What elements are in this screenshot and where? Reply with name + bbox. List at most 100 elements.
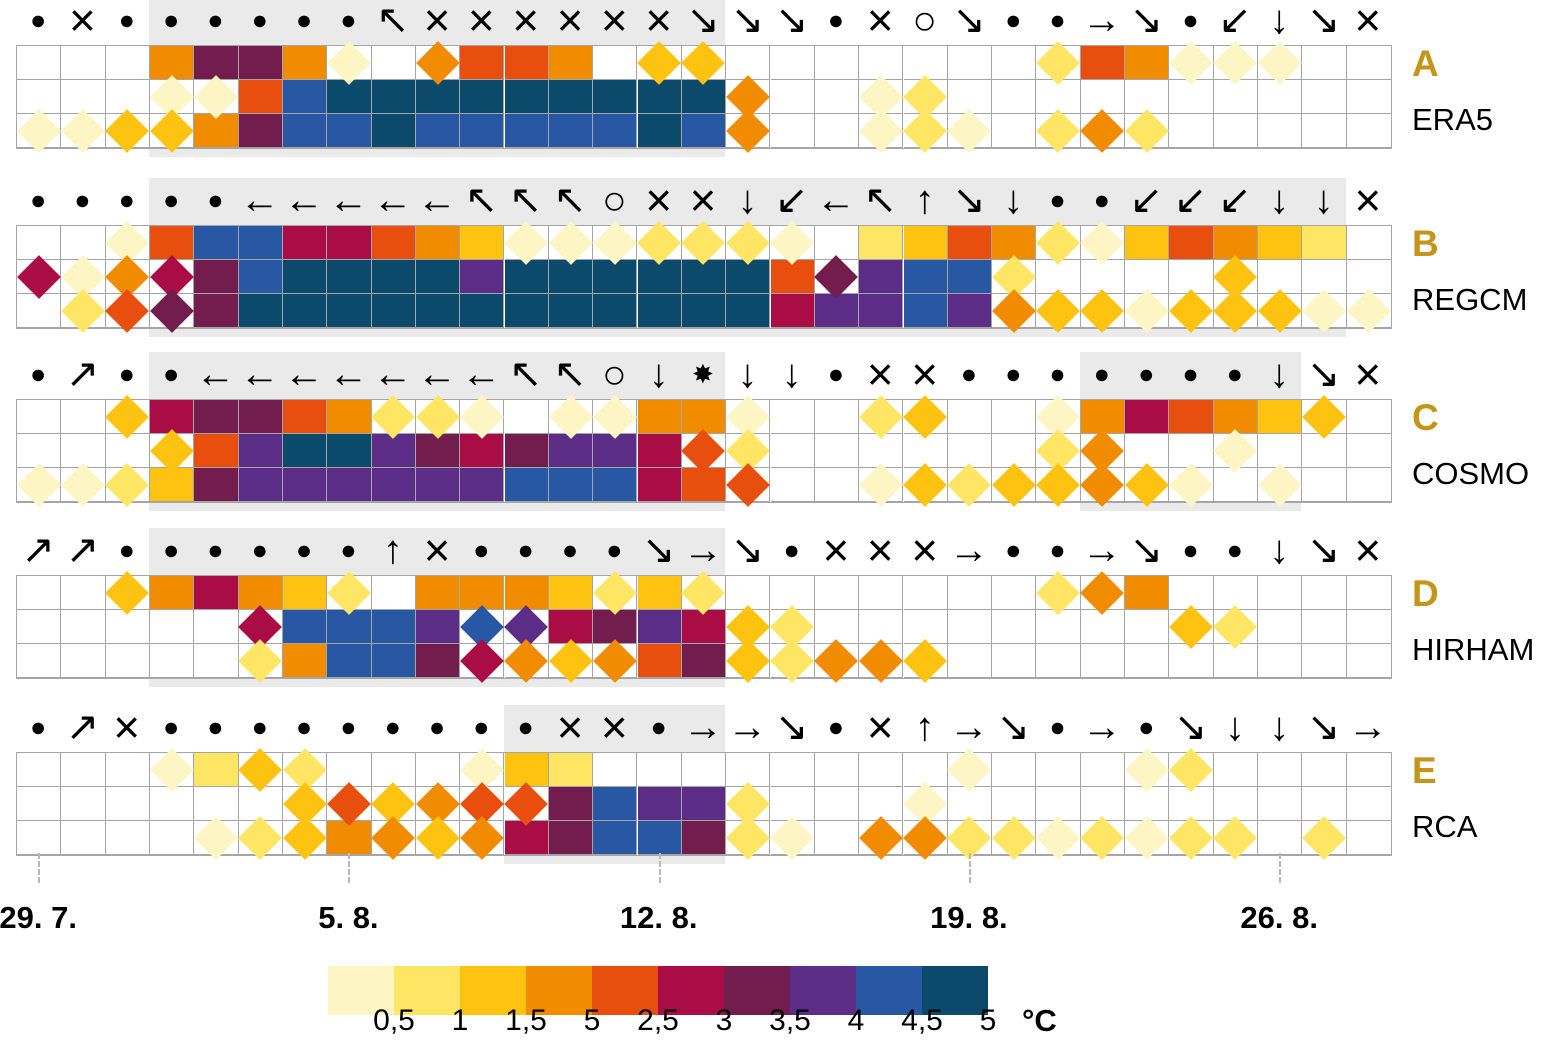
grid-cell-diamond: [858, 108, 904, 153]
grid-cell-empty: [992, 400, 1037, 434]
arrow-nw-symbol: ↖: [464, 178, 499, 222]
grid-cell-empty: [1258, 753, 1303, 787]
diamond-marker: [1124, 108, 1169, 153]
legend-tick-label: 1: [451, 1004, 469, 1037]
grid-cell-diamond: [1169, 40, 1214, 85]
grid-cell-square: [282, 80, 328, 114]
dot-symbol: ●: [162, 534, 180, 565]
legend-swatch: [394, 966, 460, 1015]
x-symbol: ×: [866, 524, 894, 576]
grid-cell-square: [637, 576, 682, 610]
grid-cell-square: [548, 114, 594, 148]
grid-cell-empty: [814, 576, 860, 610]
grid-cell-diamond: [105, 462, 150, 507]
grid-cell-empty: [992, 114, 1037, 148]
diamond-marker: [1124, 815, 1169, 860]
grid-cell-square: [327, 468, 372, 502]
grid-cell-square: [1125, 46, 1170, 80]
grid-cell-diamond: [1036, 462, 1081, 507]
diamond-marker: [282, 815, 327, 860]
arrow-n-symbol: ↑: [914, 178, 935, 222]
diamond-marker: [1080, 462, 1125, 507]
grid-cell-square: [770, 294, 815, 328]
grid-cell-empty: [1258, 80, 1303, 114]
arrow-w-symbol: ←: [328, 352, 369, 396]
arrow-s-symbol: ↓: [737, 178, 758, 222]
circle-symbol: ○: [601, 176, 627, 223]
grid-cell-empty: [1258, 576, 1303, 610]
diamond-marker: [149, 288, 194, 333]
grid-cell-empty: [1213, 787, 1258, 821]
diamond-marker: [1036, 815, 1080, 860]
grid-cell-square: [593, 468, 638, 502]
grid-cell-empty: [61, 610, 106, 644]
diamond-marker: [1302, 815, 1346, 860]
grid-cell-empty: [992, 753, 1037, 787]
arrow-e-symbol: →: [948, 528, 989, 572]
grid-cell-square: [1125, 226, 1170, 260]
grid-cell-empty: [770, 80, 815, 114]
grid-cell-diamond: [681, 220, 727, 265]
dot-symbol: ●: [1182, 4, 1199, 35]
grid-cell-empty: [1346, 434, 1391, 468]
grid-cell-square: [1169, 226, 1214, 260]
panel-letter-c: C: [1412, 397, 1439, 438]
grid-cell-empty: [194, 644, 239, 678]
axis-date-label: 29. 7.: [0, 900, 77, 935]
grid-cell-empty: [1169, 114, 1214, 148]
grid-cell-empty: [1302, 46, 1347, 80]
diamond-marker: [681, 428, 726, 473]
grid-cell-square: [327, 434, 372, 468]
grid-cell-diamond: [61, 108, 106, 153]
dot-symbol: ●: [1182, 534, 1199, 565]
grid-cell-square: [238, 576, 283, 610]
grid-cell-diamond: [991, 462, 1037, 507]
grid-cell-empty: [1302, 753, 1347, 787]
diamond-marker: [1080, 570, 1125, 615]
arrow-w-symbol: ←: [372, 178, 413, 222]
grid-cell-square: [282, 114, 328, 148]
grid-cell-square: [282, 294, 328, 328]
grid-cell-diamond: [770, 815, 815, 860]
grid-cell-square: [593, 434, 638, 468]
grid-cell-empty: [61, 644, 106, 678]
dot-symbol: ●: [517, 534, 534, 565]
grid-cell-square: [637, 80, 682, 114]
grid-cell-diamond: [1124, 462, 1170, 507]
panel-grid-c: [16, 394, 1392, 507]
grid-cell-diamond: [1124, 815, 1170, 860]
grid-cell-diamond: [105, 288, 150, 333]
dot-symbol: ●: [162, 184, 180, 215]
legend-swatch: [856, 966, 922, 1015]
grid-cell-square: [947, 260, 993, 294]
color-legend-bar: [328, 966, 988, 1015]
grid-cell-diamond: [1257, 40, 1303, 85]
grid-cell-empty: [947, 434, 993, 468]
grid-cell-square: [194, 468, 239, 502]
grid-cell-empty: [947, 787, 993, 821]
dot-symbol: ●: [517, 711, 534, 742]
x-symbol: ×: [645, 0, 673, 46]
grid-cell-square: [681, 114, 727, 148]
x-symbol: ×: [866, 701, 894, 753]
grid-cell-empty: [770, 400, 815, 434]
grid-cell-square: [637, 260, 682, 294]
grid-cell-empty: [504, 400, 549, 434]
grid-cell-empty: [1036, 644, 1081, 678]
grid-cell-square: [593, 80, 638, 114]
diamond-marker: [903, 815, 948, 860]
diamond-marker: [858, 108, 903, 153]
diamond-marker: [947, 462, 992, 507]
legend-swatch: [922, 966, 988, 1015]
axis-date-label: 5. 8.: [318, 900, 379, 935]
dot-symbol: ●: [29, 184, 47, 215]
x-symbol: ×: [423, 0, 451, 46]
grid-cell-square: [150, 46, 195, 80]
grid-cell-empty: [947, 80, 993, 114]
arrow-ne-symbol: ↗: [65, 528, 100, 572]
grid-cell-square: [150, 226, 195, 260]
grid-cell-square: [548, 468, 594, 502]
dot-symbol: ●: [1093, 358, 1110, 389]
grid-cell-diamond: [1080, 428, 1125, 473]
grid-cell-square: [238, 260, 283, 294]
